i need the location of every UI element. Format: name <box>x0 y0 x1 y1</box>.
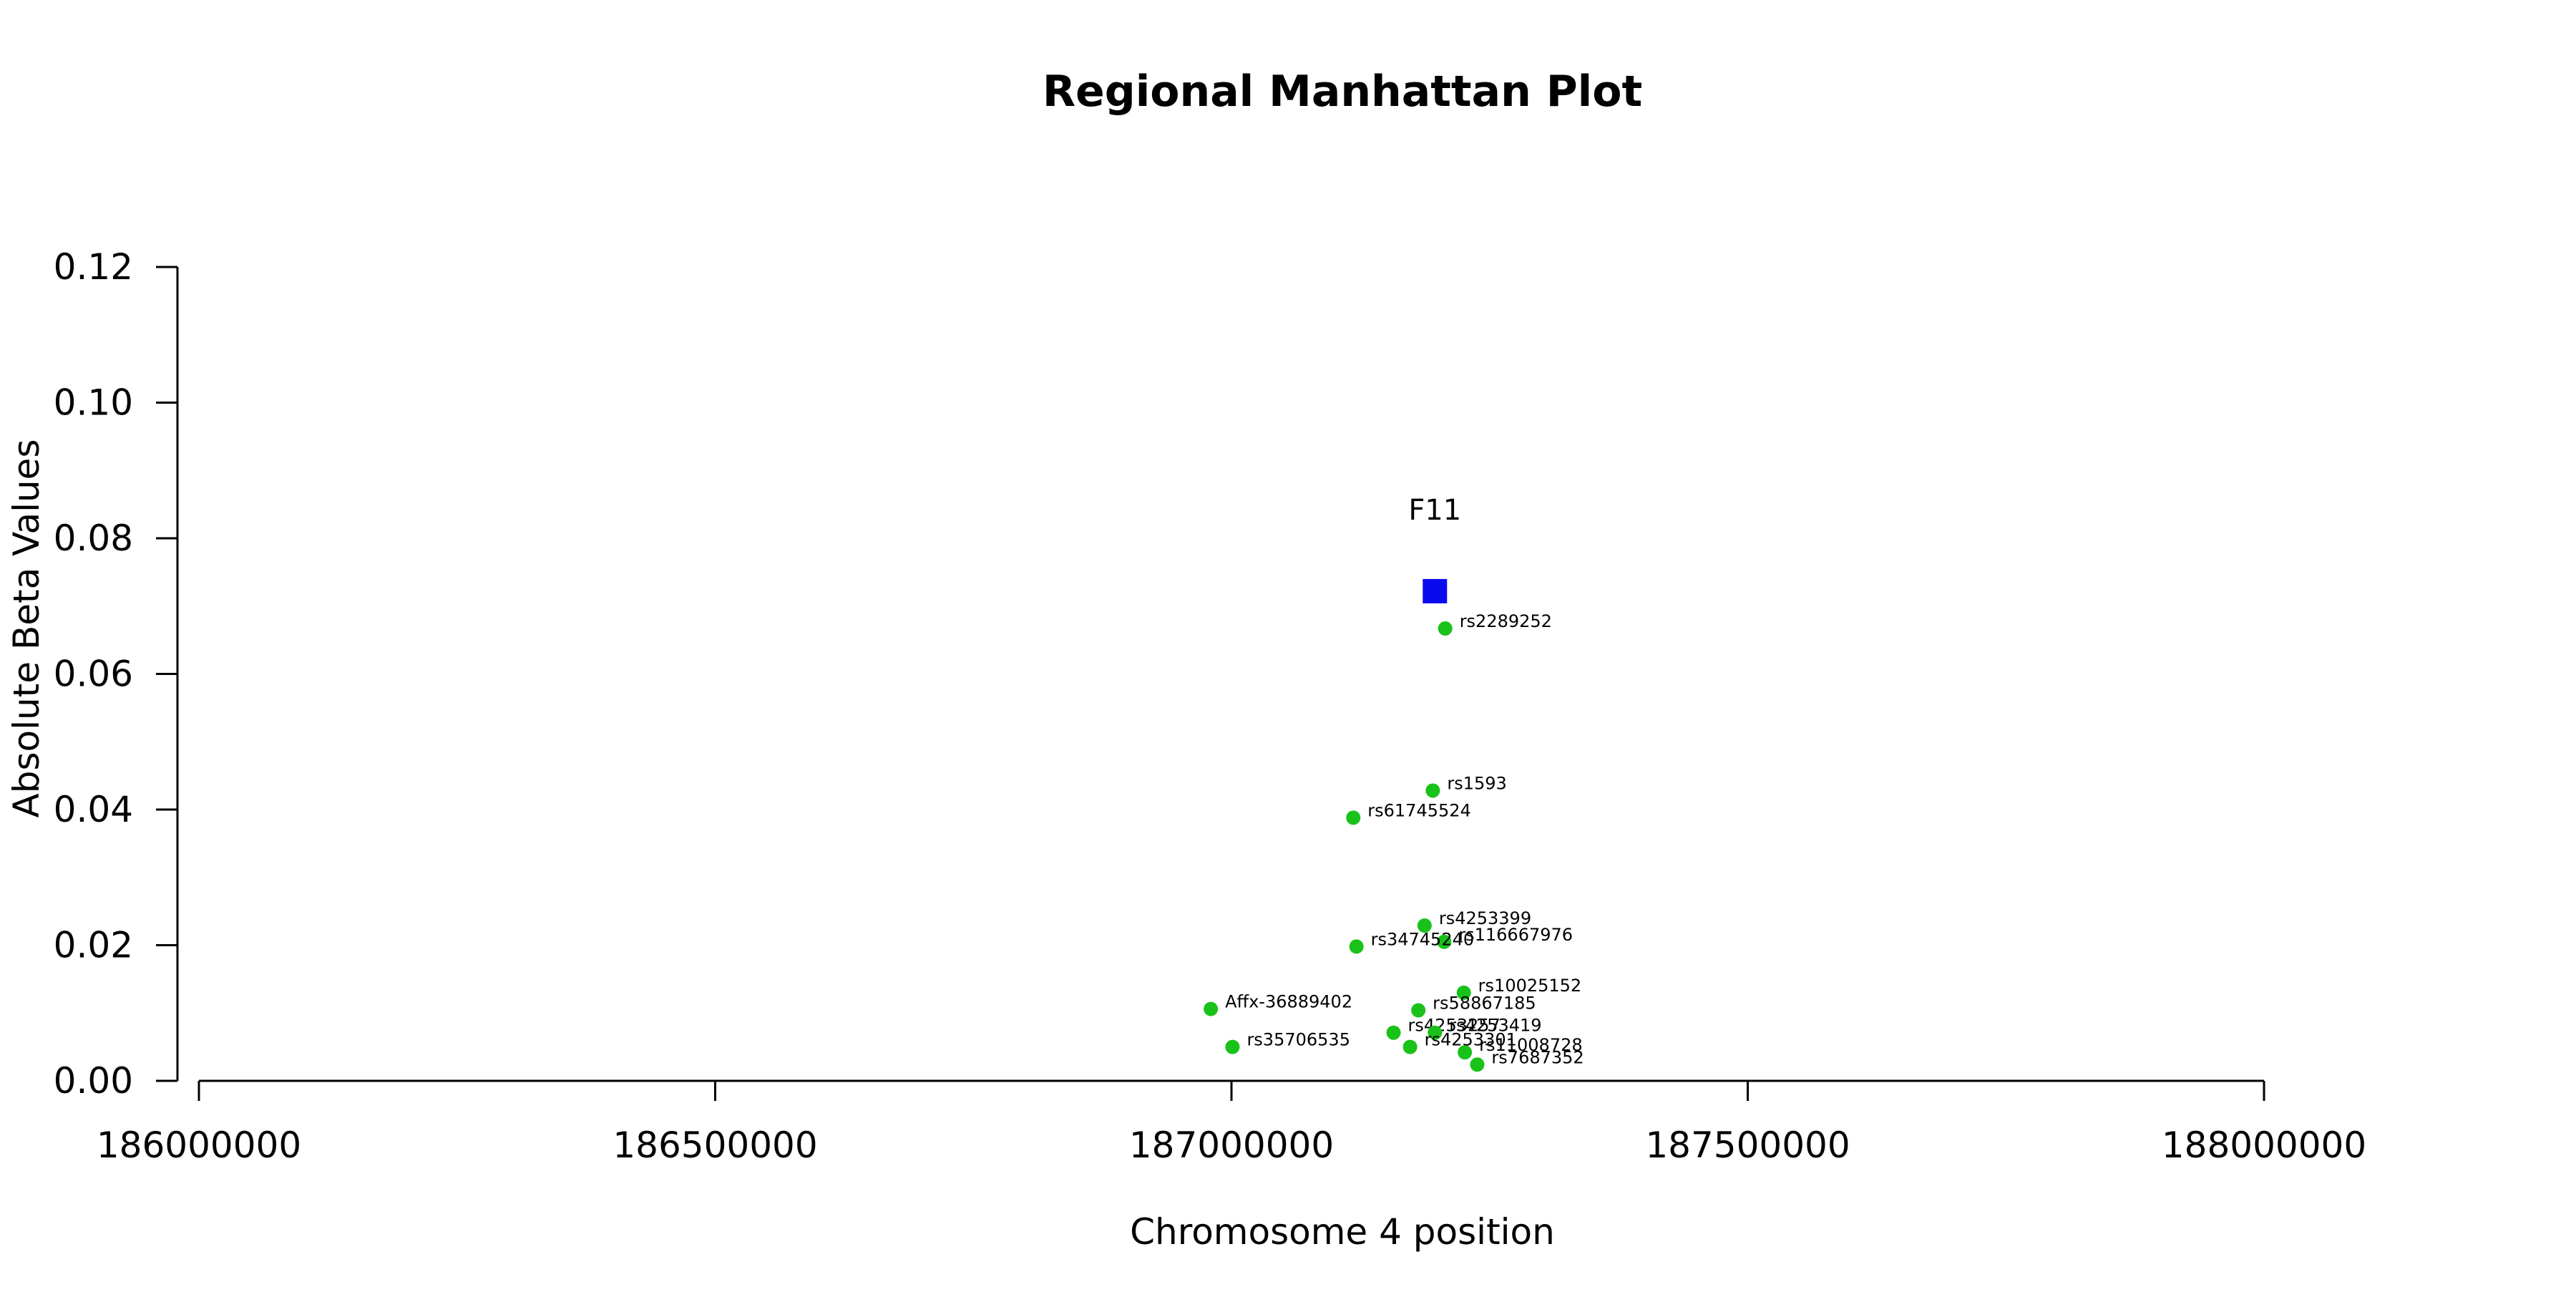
x-tick-label: 186000000 <box>97 1125 301 1166</box>
snp-label: rs7687352 <box>1491 1047 1584 1067</box>
x-tick-label: 186500000 <box>613 1125 817 1166</box>
snp-label: rs4253399 <box>1439 908 1531 928</box>
snp-point <box>1204 1001 1219 1016</box>
snp-point <box>1438 621 1453 636</box>
x-axis-label: Chromosome 4 position <box>1130 1211 1555 1253</box>
snp-point <box>1456 985 1471 1000</box>
snp-label: rs2289252 <box>1460 611 1552 631</box>
snp-label: Affx-36889402 <box>1225 992 1352 1012</box>
snp-label: rs35706535 <box>1246 1030 1350 1050</box>
snp-point <box>1349 939 1364 954</box>
x-tick-label: 187500000 <box>1645 1125 1850 1166</box>
snp-label: rs61745524 <box>1367 800 1471 820</box>
y-tick-label: 0.04 <box>54 789 133 830</box>
snp-point <box>1346 810 1361 825</box>
snp-point <box>1386 1025 1401 1040</box>
snp-point <box>1411 1003 1426 1018</box>
snp-label: rs4253301 <box>1425 1030 1517 1050</box>
snp-point <box>1417 918 1432 933</box>
y-tick-label: 0.00 <box>54 1060 133 1102</box>
snp-label: rs11008728 <box>1479 1035 1583 1055</box>
snp-label: rs10025152 <box>1478 976 1582 996</box>
x-tick-label: 188000000 <box>2162 1125 2366 1166</box>
snp-point <box>1458 1045 1473 1060</box>
gene-label: F11 <box>1408 494 1461 527</box>
y-axis-label: Absolute Beta Values <box>6 439 47 818</box>
snp-label: rs4253419 <box>1449 1016 1541 1036</box>
snp-label: rs1593 <box>1447 773 1506 793</box>
snp-point <box>1437 934 1452 949</box>
y-tick-label: 0.02 <box>54 925 133 966</box>
snp-label: rs58867185 <box>1433 993 1536 1013</box>
y-tick-label: 0.08 <box>54 518 133 559</box>
x-tick-label: 187000000 <box>1129 1125 1334 1166</box>
snp-point <box>1428 1025 1443 1040</box>
snp-label: rs4253257 <box>1408 1016 1501 1036</box>
plot-marks: F11rs2289252rs1593rs61745524rs4253399rs1… <box>1204 494 1584 1072</box>
y-tick-label: 0.12 <box>54 246 133 288</box>
y-tick-label: 0.10 <box>54 382 133 424</box>
snp-point <box>1225 1039 1240 1054</box>
snp-label: rs34745240 <box>1371 929 1475 949</box>
snp-label: rs116667976 <box>1458 925 1573 945</box>
gene-marker <box>1423 578 1448 603</box>
y-tick-label: 0.06 <box>54 654 133 695</box>
chart-title: Regional Manhattan Plot <box>1043 67 1642 117</box>
snp-point <box>1425 783 1440 798</box>
axes: 186000000 186500000 187000000 187500000 1880… <box>54 246 2366 1166</box>
snp-point <box>1470 1057 1485 1072</box>
snp-point <box>1402 1039 1418 1054</box>
